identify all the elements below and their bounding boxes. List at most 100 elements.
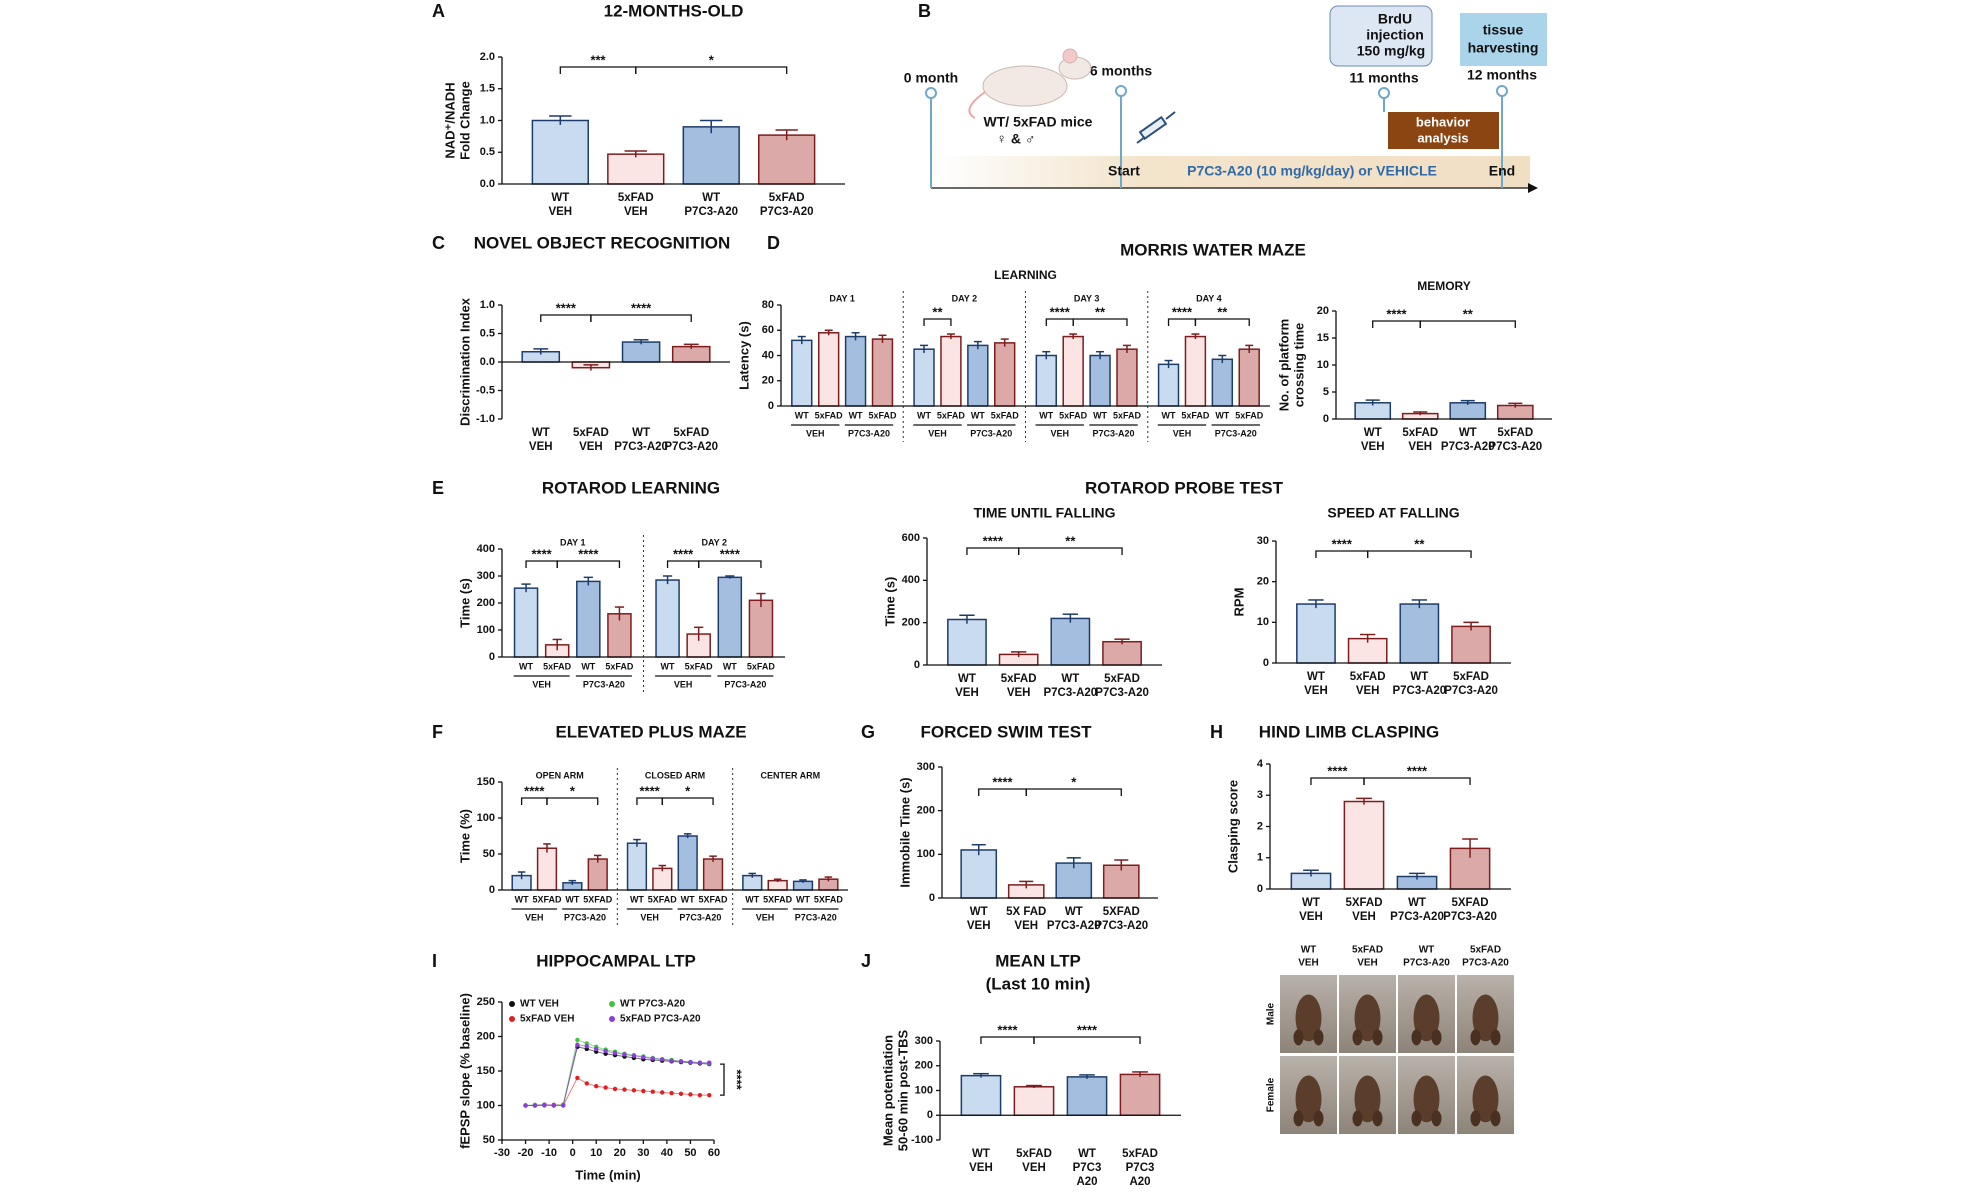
significance-bracket [1315,550,1369,558]
bar [1184,335,1207,407]
x-tick-label: VEH [1361,441,1385,453]
group-label: CLOSED ARM [645,770,705,780]
significance-label: ** [1065,533,1076,548]
x-tick-label: 5XFAD [583,894,613,904]
data-point [631,1053,637,1059]
bar [621,341,661,363]
x-tick-label: 5xFAD [1497,427,1533,439]
y-tick-label: 0.0 [480,178,495,190]
treatment-label: P7C3-A20 [795,912,837,922]
x-tick-label: 5xFAD [1104,673,1140,685]
x-tick-label: -30 [494,1147,510,1159]
y-axis-label: fEPSP slope (% baseline) [457,993,472,1149]
y-tick-label: 20 [1257,576,1269,588]
brdu-box [1329,5,1433,67]
x-tick-label: P7C3-A20 [1443,911,1497,923]
x-tick-label: VEH [624,206,648,218]
significance-bracket [661,797,714,805]
bar [655,579,680,658]
brdu-label: 150 mg/kg [1357,43,1425,59]
treatment-label: VEH [806,428,825,438]
x-tick-label: 5xFAD [1113,410,1142,420]
x-tick-label: WT [1364,427,1382,439]
x-tick-label: 5XFAD [1345,897,1382,909]
timeline: B 0 month 6 months 11 months 12 months W… [904,1,1547,193]
y-tick-label: 1.5 [480,83,495,95]
y-tick-label: 0.0 [480,356,495,368]
legend-swatch [509,1016,515,1022]
x-tick-label: WT [971,410,985,420]
y-tick-label: 0.5 [480,327,495,339]
y-tick-label: 150 [477,1065,495,1077]
significance-bracket [966,547,1020,555]
treatment-label: VEH [1173,428,1192,438]
data-point [603,1085,608,1090]
mouse-limb [1313,1110,1324,1127]
group-label: OPEN ARM [536,770,584,780]
x-tick-label: 5X FAD [1006,906,1046,918]
x-tick-label: WT [917,410,931,420]
timepoints [925,85,1508,188]
significance-label: **** [556,300,577,315]
photo-column-label: 5xFAD [1470,945,1501,956]
bar [1399,603,1440,664]
treatment-bar [931,156,1530,188]
bar [1449,402,1487,420]
x-tick-label: 5XFAD [763,894,793,904]
significance-bracket [556,560,621,568]
x-tick-label: WT [519,661,533,671]
panel-letter: J [861,951,871,971]
chart-title: LEARNING [994,268,1057,282]
photo-grid: WT VEH 5xFAD VEH WT P7C3-A20 5xFAD P7C3-A20 Male… [1266,945,1514,1134]
bar [1102,640,1142,666]
x-tick-label: 5xFAD [1402,427,1438,439]
x-tick-label: P7C3-A20 [614,441,668,453]
x-tick-label: WT [1039,410,1053,420]
mouse-body [1472,994,1499,1042]
significance-bracket [1072,318,1128,326]
x-tick-label: 5xFAD [1016,1148,1052,1160]
legend-swatch [609,1016,615,1022]
data-point [641,1088,646,1094]
x-tick-label: P7C3 [1073,1162,1102,1174]
y-tick-label: 100 [477,812,495,824]
y-axis-label: Fold Change [457,81,472,160]
x-tick-label: -10 [541,1147,557,1159]
y-axis-label: Mean potentiation [880,1035,895,1146]
significance-bracket [520,797,548,805]
significance-bracket [1018,547,1123,555]
x-tick-label: P7C3-A20 [1095,687,1149,699]
mouse-body [1295,1075,1322,1123]
x-tick-label: P7C3-A20 [684,206,738,218]
bar [1296,603,1336,664]
x-tick-label: A20 [1129,1176,1150,1188]
y-tick-label: 100 [477,1099,495,1111]
x-tick-label: 5XFAD [648,894,678,904]
data-point [575,1042,580,1047]
group-label: DAY 4 [1196,293,1222,303]
bar [967,344,989,407]
x-tick-label: 20 [614,1147,626,1159]
x-tick-label: 5xFAD [747,661,776,671]
significance-bracket [1310,777,1365,785]
mice-label: WT/ 5xFAD mice [984,114,1093,130]
y-tick-label: 0 [768,400,774,412]
significance-bracket [1419,320,1516,328]
x-tick-label: WT [1065,906,1083,918]
y-axis-label: Time (s) [882,577,897,627]
data-point [523,1103,528,1108]
significance-bracket [1033,1036,1141,1044]
significance-bracket [540,314,592,322]
y-axis-label: Latency (s) [736,321,751,390]
photo-row-label: Male [1266,1002,1277,1025]
chart-title: ROTAROD LEARNING [542,478,720,497]
significance-label: * [1071,774,1077,789]
y-tick-label: 60 [762,324,774,336]
brdu-label: BrdU [1378,11,1412,27]
y-tick-label: 600 [902,532,920,544]
y-tick-label: 5 [1323,386,1329,398]
y-tick-label: 10 [1317,359,1329,371]
x-tick-label: P7C3-A20 [1094,920,1148,932]
mouse-limb [1431,1110,1442,1127]
x-tick-label: 5xFAD [673,427,709,439]
